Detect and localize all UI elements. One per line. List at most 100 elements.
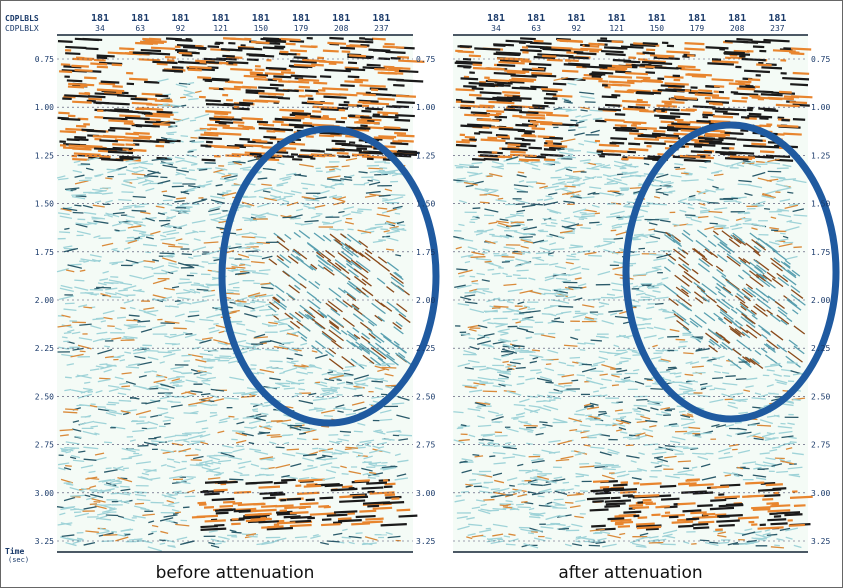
trace-stroke [357,100,371,104]
trace-stroke [68,144,87,148]
trace-stroke [150,46,176,50]
trace-stroke [627,105,646,109]
trace-stroke [636,468,648,472]
trace-stroke [589,528,605,532]
trace-stroke [159,539,166,542]
trace-stroke [776,511,801,515]
trace-stroke [119,155,141,159]
trace-stroke [393,83,405,87]
trace-stroke [79,323,92,326]
trace-stroke [348,470,362,475]
trace-stroke [347,75,360,79]
trace-stroke [588,544,600,547]
trace-stroke [70,353,84,358]
trace-stroke [549,210,559,214]
trace-stroke [206,249,221,256]
trace-stroke [301,182,315,186]
trace-stroke [528,277,536,281]
trace-stroke [284,505,311,510]
trace-stroke [348,541,355,545]
trace-stroke [738,542,754,545]
trace-stroke [107,214,113,218]
trace-stroke [635,418,642,421]
trace-stroke [151,530,157,533]
trace-stroke [611,40,623,44]
trace-stroke [105,212,120,218]
trace-stroke [735,307,748,318]
trace-stroke [228,456,243,460]
trace-stroke [741,57,766,62]
trace-stroke [328,440,341,445]
trace-stroke [736,138,763,142]
trace-stroke [209,117,233,121]
trace-stroke [767,158,780,163]
trace-stroke [486,193,500,197]
trace-stroke [724,131,744,135]
trace-stroke [330,487,358,492]
trace-stroke [390,276,405,288]
trace-stroke [229,529,237,533]
trace-stroke [501,252,507,256]
trace-stroke [655,413,663,416]
trace-stroke [241,432,254,437]
trace-stroke [754,463,766,467]
trace-stroke [380,332,392,342]
trace-stroke [466,516,475,520]
trace-stroke [601,95,618,99]
trace-stroke [661,411,671,415]
trace-stroke [527,478,539,483]
trace-stroke [668,423,678,426]
trace-stroke [310,115,321,118]
trace-stroke [63,308,77,312]
trace-stroke [590,129,600,134]
trace-stroke [331,139,346,143]
trace-stroke [682,389,696,393]
trace-stroke [394,212,401,215]
trace-stroke [460,100,475,104]
trace-stroke [779,198,791,202]
trace-stroke [91,216,106,220]
trace-stroke [207,123,230,128]
trace-stroke [539,375,552,381]
trace-stroke [322,234,332,242]
trace-stroke [787,422,795,426]
trace-stroke [111,530,118,533]
trace-stroke [83,458,97,461]
trace-stroke [589,508,609,512]
trace-stroke [787,269,797,277]
trace-stroke [580,215,596,218]
trace-stroke [329,194,338,199]
trace-stroke [537,495,545,498]
trace-stroke [705,294,717,304]
trace-stroke [559,300,570,304]
trace-stroke [271,540,278,544]
trace-stroke [571,379,579,382]
trace-stroke [263,135,277,139]
trace-stroke [558,287,569,292]
trace-stroke [581,363,592,366]
trace-stroke [493,491,506,496]
trace-stroke [548,192,558,196]
trace-stroke [366,377,380,380]
trace-stroke [165,395,179,398]
trace-stroke [282,270,290,277]
trace-stroke [167,349,181,352]
trace-stroke [673,223,689,227]
trace-stroke [252,247,261,252]
trace-stroke [185,454,199,457]
trace-stroke [326,178,342,182]
trace-stroke [245,345,257,349]
trace-stroke [554,162,561,164]
trace-stroke [311,318,326,330]
trace-stroke [346,383,354,386]
trace-stroke [568,56,589,60]
trace-stroke [516,269,529,272]
trace-stroke [164,435,176,439]
trace-stroke [558,382,573,385]
trace-stroke [358,345,371,355]
trace-stroke [301,196,316,200]
trace-stroke [301,364,309,368]
trace-stroke [199,459,213,464]
trace-stroke [644,293,657,298]
